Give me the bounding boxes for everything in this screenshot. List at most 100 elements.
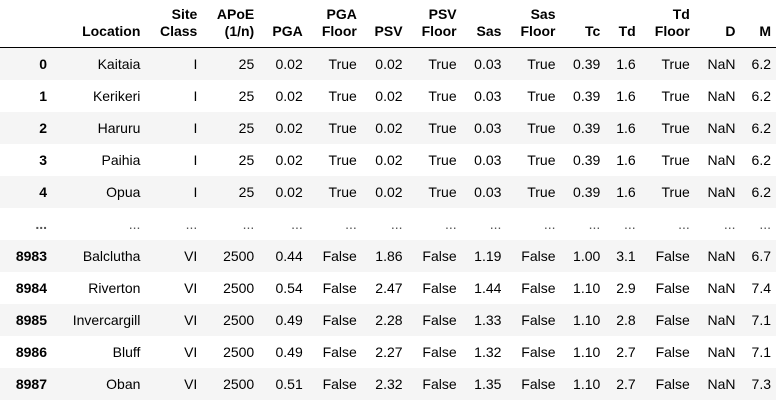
table-cell: False: [322, 279, 357, 296]
table-row: 8986 Bluff VI 2500 0.49 False 2.27 False 1.32 Fal…: [0, 336, 776, 368]
table-cell: True: [428, 87, 457, 104]
table-cell: 7.4: [751, 279, 771, 296]
table-cell: ...: [185, 215, 198, 232]
row-index: 0: [39, 55, 47, 72]
table-cell: 1.6: [616, 87, 636, 104]
table-cell: 0.02: [275, 87, 303, 104]
table-cell: False: [655, 311, 690, 328]
table-cell: ...: [345, 215, 357, 232]
table-cell: True: [328, 119, 357, 136]
table-cell: 2.32: [375, 375, 403, 392]
table-cell: ...: [390, 215, 403, 232]
column-header: Td Floor: [640, 6, 695, 48]
table-cell: 6.7: [751, 247, 771, 264]
table-cell: False: [655, 375, 690, 392]
table-cell: VI: [184, 375, 198, 392]
table-cell: False: [521, 279, 556, 296]
table-cell: True: [527, 55, 556, 72]
table-cell: ...: [444, 215, 457, 232]
table-cell: NaN: [707, 183, 736, 200]
row-index: 8984: [15, 279, 47, 296]
table-cell: I: [193, 151, 198, 168]
table-cell: 0.03: [474, 119, 502, 136]
table-row: 3 Paihia I 25 0.02 True 0.02 True 0.03 True 0.39 1.…: [0, 144, 776, 176]
table-cell: 2500: [223, 343, 255, 360]
table-cell: True: [661, 151, 690, 168]
table-cell: False: [422, 311, 457, 328]
table-cell: 2.28: [375, 311, 403, 328]
table-cell: 2500: [223, 311, 255, 328]
column-header-line: Floor: [421, 23, 457, 39]
table-cell: 0.02: [375, 87, 403, 104]
table-cell: 1.6: [616, 55, 636, 72]
table-cell: ...: [242, 215, 255, 232]
table-cell: VI: [184, 311, 198, 328]
table-cell: 0.02: [375, 55, 403, 72]
table-cell: NaN: [707, 55, 736, 72]
table-cell: False: [322, 247, 357, 264]
table-cell: 0.03: [474, 55, 502, 72]
table-cell: 2.9: [616, 279, 636, 296]
table-cell: 25: [238, 55, 255, 72]
table-row: 8987 Oban VI 2500 0.51 False 2.32 False 1.35 Fals…: [0, 367, 776, 400]
table-cell: True: [328, 151, 357, 168]
column-header: PSV: [361, 6, 408, 48]
table-cell: Bluff: [112, 343, 141, 360]
table-cell: I: [193, 87, 198, 104]
column-header-line: Site: [171, 6, 198, 22]
table-header: Location Site Class APoE (1/n) PGA PGA Floor PSV…: [0, 6, 776, 48]
table-cell: ...: [678, 215, 690, 232]
dataframe-table: Location Site Class APoE (1/n) PGA PGA Floor PSV…: [0, 6, 776, 400]
table-cell: True: [328, 183, 357, 200]
table-cell: 0.49: [275, 311, 303, 328]
table-cell: False: [322, 311, 357, 328]
table-cell: 0.02: [375, 119, 403, 136]
table-cell: False: [521, 311, 556, 328]
table-cell: False: [422, 343, 457, 360]
table-cell: 2500: [223, 375, 255, 392]
row-index: 8985: [15, 311, 47, 328]
table-cell: True: [527, 87, 556, 104]
table-cell: 6.2: [751, 55, 771, 72]
column-header-line: Location: [82, 23, 141, 39]
table-cell: 1.6: [616, 151, 636, 168]
column-header-line: PSV: [374, 23, 403, 39]
table-cell: 6.2: [751, 183, 771, 200]
column-header-line: APoE: [216, 6, 255, 22]
column-header: M: [740, 6, 776, 48]
column-header-line: Floor: [520, 23, 556, 39]
table-cell: False: [521, 247, 556, 264]
table-cell: True: [527, 151, 556, 168]
column-header: PGA Floor: [307, 6, 362, 48]
column-header: PGA: [259, 6, 308, 48]
table-cell: Paihia: [101, 151, 141, 168]
column-header-line: Tc: [584, 23, 601, 39]
column-header: Td: [605, 6, 641, 48]
table-cell: False: [322, 375, 357, 392]
table-cell: 1.10: [573, 343, 601, 360]
column-header-line: Td: [618, 23, 636, 39]
table-cell: 2500: [223, 279, 255, 296]
table-cell: Oban: [106, 375, 141, 392]
table-cell: I: [193, 55, 198, 72]
column-header-line: PGA: [326, 6, 357, 22]
table-cell: True: [428, 55, 457, 72]
table-cell: ...: [291, 215, 303, 232]
table-row: 8985 Invercargill VI 2500 0.49 False 2.28 False…: [0, 303, 776, 336]
table-cell: Riverton: [88, 279, 141, 296]
table-cell: 2.7: [616, 343, 636, 360]
column-header: APoE (1/n): [202, 6, 260, 48]
column-header-line: M: [759, 23, 771, 39]
table-cell: 0.03: [474, 151, 502, 168]
table-cell: 0.54: [275, 279, 303, 296]
column-header-line: PSV: [428, 6, 457, 22]
table-cell: 1.44: [474, 279, 502, 296]
table-cell: 1.33: [474, 311, 502, 328]
column-header: Site Class: [145, 6, 203, 48]
table-cell: False: [521, 343, 556, 360]
table-cell: NaN: [707, 343, 736, 360]
table-cell: 0.03: [474, 183, 502, 200]
table-row: 4 Opua I 25 0.02 True 0.02 True 0.03 True 0.39 1.6 T…: [0, 175, 776, 208]
table-cell: ...: [588, 215, 601, 232]
table-cell: 1.19: [474, 247, 502, 264]
